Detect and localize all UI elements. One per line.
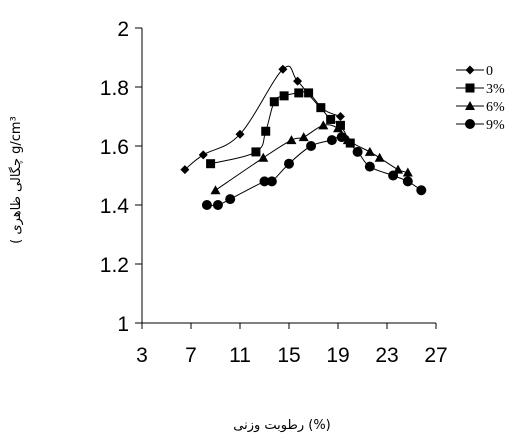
legend-marker [465,101,475,110]
data-point [266,176,277,187]
data-point [251,147,261,157]
data-point [212,200,223,210]
data-point [416,185,427,196]
legend-item: 6% [456,100,505,115]
legend-label: 0 [486,64,493,79]
data-point [180,165,190,175]
legend-label: 3% [486,82,505,97]
series-1 [206,88,355,169]
data-point [326,135,337,146]
data-point [402,167,413,177]
series-3 [201,132,427,210]
data-point [336,132,347,143]
x-tick-label: 15 [277,344,300,367]
legend-marker [465,65,475,75]
series-line [210,91,351,165]
data-point [198,150,208,160]
data-point [235,129,245,139]
data-point [269,97,279,107]
data-point [352,146,363,157]
legend-item: 0 [456,64,493,79]
data-point [284,158,294,169]
x-tick-label: 23 [375,344,398,367]
data-point [278,64,288,74]
legend: 0 3% 6% 9% [456,64,505,133]
data-point [326,114,336,124]
data-point [374,152,385,162]
x-tick-label: 3 [136,344,148,367]
y-ticks: 1 1.2 1.4 1.6 1.8 2 [100,18,142,336]
data-point [201,200,212,210]
data-point [286,135,297,145]
legend-item: 9% [456,118,505,133]
data-point [402,176,413,187]
y-tick-label: 1.4 [100,195,130,218]
y-tick-label: 1.2 [100,254,129,277]
data-point [258,152,269,162]
y-tick-label: 2 [117,18,129,41]
y-tick-label: 1.6 [100,136,129,159]
data-point [335,120,345,130]
data-point [364,161,375,172]
x-tick-label: 19 [326,344,349,367]
data-point [342,135,353,145]
data-point [298,132,309,142]
data-point [364,146,375,156]
data-point [318,120,329,130]
data-point [306,141,317,151]
x-ticks: 3 7 11 15 19 23 27 [136,323,448,367]
data-point [304,88,314,98]
x-axis-title: رطوبت وزنی (%) [233,418,331,433]
data-point [316,103,326,113]
data-point [335,112,345,121]
legend-marker [465,119,475,129]
data-point [279,91,289,101]
legend-marker [465,83,475,93]
x-tick-label: 27 [424,344,447,367]
legend-item: 3% [456,82,505,97]
data-point [261,126,271,136]
data-point [333,123,343,133]
data-point [294,88,304,98]
data-point [259,176,270,187]
data-point [210,185,221,195]
y-axis-title: ( چگالی ظاهری g/cm³ [8,116,24,244]
series-layer [180,64,427,210]
data-point [206,159,216,169]
x-tick-label: 11 [229,344,251,367]
data-point [388,170,399,181]
legend-label: 6% [486,100,505,115]
legend-label: 9% [486,118,505,133]
data-point [225,194,236,205]
y-tick-label: 1 [117,313,129,336]
y-tick-label: 1.8 [100,77,129,100]
x-tick-label: 7 [185,344,197,367]
data-point [293,76,303,86]
